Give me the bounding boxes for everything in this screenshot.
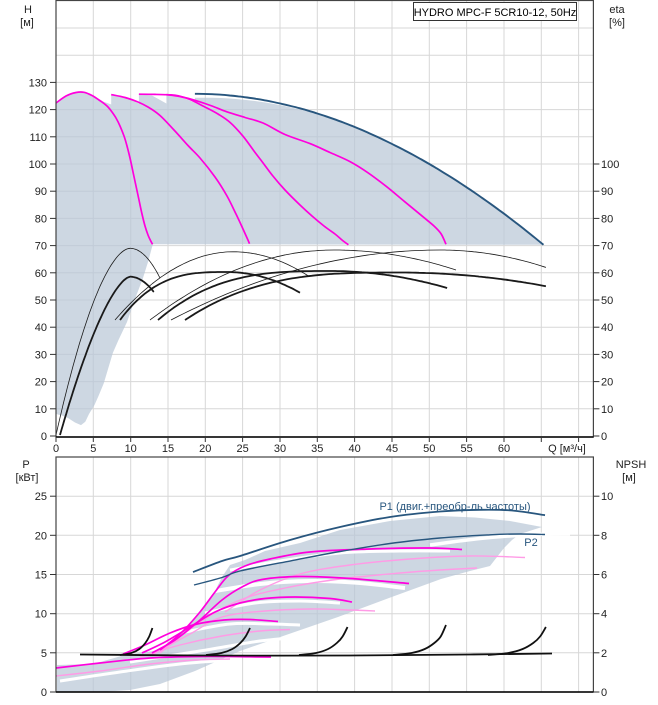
svg-text:6: 6 <box>601 570 607 582</box>
svg-text:10: 10 <box>35 404 47 416</box>
svg-text:80: 80 <box>601 213 613 225</box>
svg-text:[кВт]: [кВт] <box>16 472 39 484</box>
svg-text:20: 20 <box>601 377 613 389</box>
svg-text:[%]: [%] <box>609 17 625 29</box>
svg-text:100: 100 <box>29 159 47 171</box>
svg-text:4: 4 <box>601 609 607 621</box>
svg-text:40: 40 <box>348 443 360 455</box>
svg-text:110: 110 <box>29 132 47 144</box>
svg-text:90: 90 <box>601 186 613 198</box>
svg-text:P1 (двиг.+преобр-ль частоты): P1 (двиг.+преобр-ль частоты) <box>379 501 530 513</box>
svg-text:Q [м³/ч]: Q [м³/ч] <box>548 443 586 455</box>
svg-text:70: 70 <box>601 241 613 253</box>
svg-text:P2: P2 <box>524 537 537 549</box>
svg-text:90: 90 <box>35 186 47 198</box>
svg-text:50: 50 <box>35 295 47 307</box>
svg-text:5: 5 <box>41 648 47 660</box>
svg-text:H: H <box>24 4 32 16</box>
svg-text:[м]: [м] <box>20 17 34 29</box>
svg-text:8: 8 <box>601 530 607 542</box>
svg-text:0: 0 <box>41 687 47 699</box>
svg-text:0: 0 <box>41 431 47 443</box>
svg-text:45: 45 <box>386 443 398 455</box>
svg-text:10: 10 <box>601 491 613 503</box>
svg-text:5: 5 <box>90 443 96 455</box>
svg-text:130: 130 <box>29 77 47 89</box>
svg-text:60: 60 <box>35 268 47 280</box>
svg-text:80: 80 <box>35 213 47 225</box>
svg-text:60: 60 <box>601 268 613 280</box>
svg-text:40: 40 <box>601 322 613 334</box>
svg-text:20: 20 <box>35 530 47 542</box>
svg-text:50: 50 <box>601 295 613 307</box>
svg-text:30: 30 <box>601 349 613 361</box>
svg-text:0: 0 <box>601 431 607 443</box>
svg-text:HYDRO MPC-F 5CR10-12, 50Hz: HYDRO MPC-F 5CR10-12, 50Hz <box>414 7 577 19</box>
svg-text:70: 70 <box>35 241 47 253</box>
svg-text:25: 25 <box>236 443 248 455</box>
svg-text:20: 20 <box>35 377 47 389</box>
svg-text:NPSH: NPSH <box>616 459 647 471</box>
svg-text:50: 50 <box>423 443 435 455</box>
svg-text:30: 30 <box>274 443 286 455</box>
svg-text:40: 40 <box>35 322 47 334</box>
svg-text:25: 25 <box>35 491 47 503</box>
svg-text:15: 15 <box>35 570 47 582</box>
svg-text:55: 55 <box>460 443 472 455</box>
svg-text:[м]: [м] <box>622 472 636 484</box>
svg-text:10: 10 <box>125 443 137 455</box>
svg-text:35: 35 <box>311 443 323 455</box>
svg-text:60: 60 <box>498 443 510 455</box>
svg-text:30: 30 <box>35 349 47 361</box>
svg-text:10: 10 <box>601 404 613 416</box>
svg-text:0: 0 <box>53 443 59 455</box>
svg-text:100: 100 <box>601 159 619 171</box>
svg-text:120: 120 <box>29 105 47 117</box>
svg-text:0: 0 <box>601 687 607 699</box>
svg-text:eta: eta <box>609 4 625 16</box>
svg-text:2: 2 <box>601 648 607 660</box>
svg-text:P: P <box>22 459 29 471</box>
svg-text:10: 10 <box>35 609 47 621</box>
svg-text:15: 15 <box>162 443 174 455</box>
svg-text:20: 20 <box>199 443 211 455</box>
